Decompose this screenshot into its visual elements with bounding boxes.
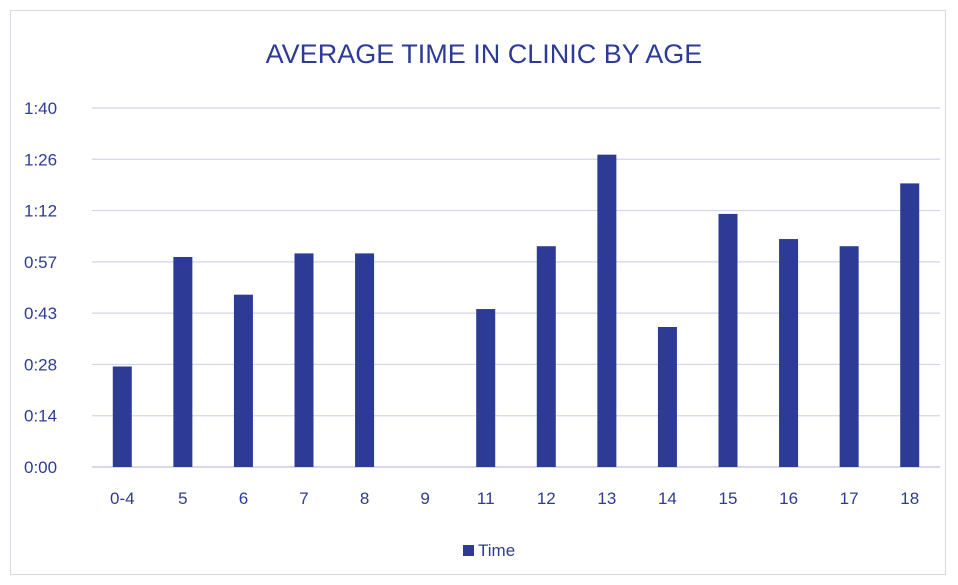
x-tick-label: 5: [178, 489, 187, 508]
x-tick-label: 18: [900, 489, 919, 508]
bar-12: [536, 246, 556, 467]
legend-swatch-time: [463, 545, 474, 556]
gridlines: [92, 107, 940, 468]
legend-label-time: Time: [478, 541, 515, 560]
x-tick-label: 16: [779, 489, 798, 508]
y-tick-label: 1:12: [24, 202, 57, 221]
x-tick-label: 14: [658, 489, 677, 508]
bars: [112, 154, 920, 468]
chart-title: AVERAGE TIME IN CLINIC BY AGE: [266, 39, 703, 69]
x-tick-label: 15: [719, 489, 738, 508]
x-tick-label: 12: [537, 489, 556, 508]
y-tick-label: 0:57: [24, 253, 57, 272]
bar-18: [900, 183, 920, 467]
legend: Time: [463, 541, 515, 560]
y-tick-label: 1:26: [24, 150, 57, 169]
bar-13: [597, 154, 617, 468]
y-tick-label: 0:43: [24, 304, 57, 323]
x-tick-label: 8: [360, 489, 369, 508]
bar-0-4: [112, 366, 132, 467]
x-tick-label: 13: [597, 489, 616, 508]
y-tick-label: 1:40: [24, 99, 57, 118]
bar-17: [839, 246, 859, 467]
x-tick-label: 11: [477, 489, 495, 508]
x-axis-ticks: 0-4 5 6 7 8 9 11 12 13 14 15 16 17 18: [110, 489, 919, 508]
bar-6: [233, 294, 253, 467]
y-tick-label: 0:00: [24, 458, 57, 477]
x-tick-label: 17: [840, 489, 859, 508]
bar-8: [355, 253, 375, 467]
x-tick-label: 0-4: [110, 489, 135, 508]
y-tick-label: 0:28: [24, 355, 57, 374]
x-tick-label: 9: [420, 489, 429, 508]
bar-5: [173, 256, 193, 467]
bar-11: [476, 309, 496, 467]
bar-14: [657, 326, 677, 467]
y-axis-ticks: 0:00 0:14 0:28 0:43 0:57 1:12 1:26 1:40: [24, 99, 57, 477]
x-tick-label: 7: [299, 489, 308, 508]
bar-16: [779, 239, 799, 467]
x-tick-label: 6: [239, 489, 248, 508]
bar-7: [294, 253, 314, 467]
y-tick-label: 0:14: [24, 407, 57, 426]
bar-15: [718, 213, 738, 467]
